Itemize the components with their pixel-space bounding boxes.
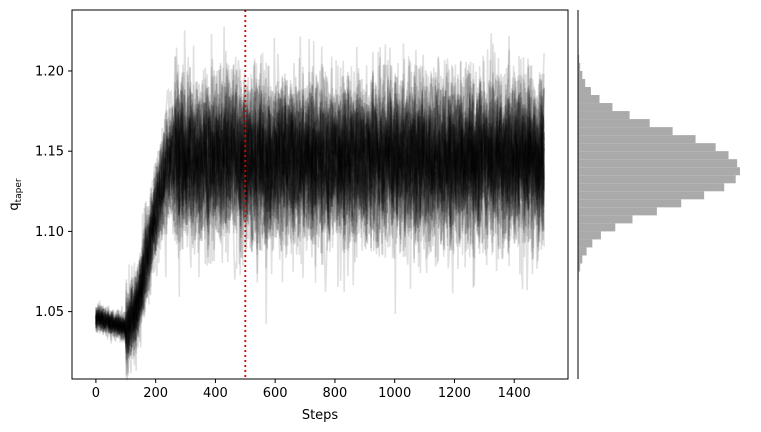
- walker-trace: [95, 45, 545, 345]
- histogram-bar: [578, 175, 736, 184]
- walker-trace: [95, 65, 545, 364]
- histogram-bar: [578, 62, 581, 71]
- walker-trace: [95, 80, 545, 353]
- histogram-bar: [578, 231, 601, 240]
- walker-trace: [95, 60, 545, 376]
- histogram-bar: [578, 119, 650, 128]
- histogram-bar: [578, 263, 581, 272]
- histogram-bar: [578, 111, 630, 120]
- walker-trace: [95, 43, 545, 350]
- histogram-bar: [578, 183, 725, 192]
- y-tick-label: 1.10: [35, 225, 64, 240]
- trace-plot-frame: [71, 9, 569, 380]
- walker-trace: [95, 63, 545, 356]
- histogram-bars: [578, 46, 740, 280]
- histogram-bar: [578, 159, 738, 168]
- y-tick-label: 1.15: [35, 145, 64, 160]
- histogram-bar: [578, 167, 740, 176]
- walker-trace: [95, 30, 545, 357]
- y-axis: 1.05 1.10 1.15 1.20: [35, 64, 72, 320]
- walker-trace: [95, 51, 545, 338]
- x-tick-label: 1000: [378, 386, 411, 401]
- x-tick-label: 600: [263, 386, 288, 401]
- walker-trace: [95, 64, 545, 344]
- walker-trace: [95, 59, 545, 348]
- histogram-bar: [578, 207, 657, 216]
- walker-trace: [95, 81, 545, 353]
- walker-trace: [95, 79, 545, 339]
- walker-trace: [95, 33, 545, 341]
- walker-trace: [95, 33, 545, 376]
- walker-trace: [95, 41, 545, 348]
- x-tick-label: 200: [143, 386, 168, 401]
- walker-trace: [95, 62, 545, 357]
- walker-trace: [95, 76, 545, 342]
- walker-trace: [95, 64, 545, 359]
- y-axis-label-subscript: taper: [14, 178, 24, 202]
- histogram-bar: [578, 239, 593, 248]
- histogram-bar: [578, 215, 633, 224]
- y-tick-label: 1.05: [35, 305, 64, 320]
- walker-trace: [95, 75, 545, 360]
- walker-trace: [95, 63, 545, 381]
- walker-trace: [95, 74, 545, 357]
- walker-trace: [95, 85, 545, 354]
- histogram-bar: [578, 95, 600, 104]
- histogram-bar: [578, 223, 616, 232]
- histogram-bar: [578, 255, 583, 264]
- trace-plot: 0 200 400 600 800 1000 1200 1400 1.051.101.151.…: [7, 9, 569, 423]
- y-axis-label-main: q: [7, 202, 22, 210]
- histogram-bar: [578, 151, 729, 160]
- x-tick-label: 0: [92, 386, 100, 401]
- walker-trace: [95, 47, 545, 357]
- walker-trace: [95, 47, 545, 353]
- histogram-bar: [578, 87, 591, 96]
- marginal-histogram: [577, 10, 740, 379]
- walker-trace: [95, 109, 545, 378]
- x-tick-label: 400: [203, 386, 228, 401]
- walker-trace: [95, 54, 545, 354]
- x-tick-label: 800: [323, 386, 348, 401]
- walker-trace: [95, 63, 545, 352]
- histogram-bar: [578, 127, 673, 136]
- walker-trace: [95, 56, 545, 374]
- walker-trace: [95, 106, 545, 354]
- walker-traces: [95, 26, 545, 381]
- x-axis: 0 200 400 600 800 1000 1200 1400: [92, 379, 531, 401]
- histogram-bar: [578, 78, 586, 88]
- histogram-bar: [578, 143, 716, 152]
- histogram-bar: [578, 70, 583, 79]
- histogram-bar: [578, 199, 682, 208]
- x-tick-label: 1400: [498, 386, 531, 401]
- walker-trace: [95, 56, 545, 348]
- walker-trace: [95, 99, 545, 349]
- walker-trace: [95, 90, 545, 340]
- histogram-bar: [578, 247, 587, 256]
- y-axis-label: qtaper: [7, 178, 24, 211]
- walker-trace: [95, 26, 545, 343]
- histogram-bar: [578, 54, 580, 63]
- walker-trace: [95, 102, 545, 373]
- walker-trace: [95, 38, 545, 355]
- walker-trace: [95, 73, 545, 366]
- walker-trace: [95, 77, 545, 346]
- x-tick-label: 1200: [438, 386, 471, 401]
- histogram-bar: [578, 103, 613, 112]
- walker-trace: [95, 43, 545, 348]
- walker-trace: [95, 65, 545, 358]
- x-axis-label: Steps: [302, 408, 339, 423]
- histogram-bar: [578, 191, 705, 200]
- histogram-bar: [578, 135, 696, 144]
- y-tick-label: 1.20: [35, 64, 64, 79]
- walker-trace: [95, 80, 545, 371]
